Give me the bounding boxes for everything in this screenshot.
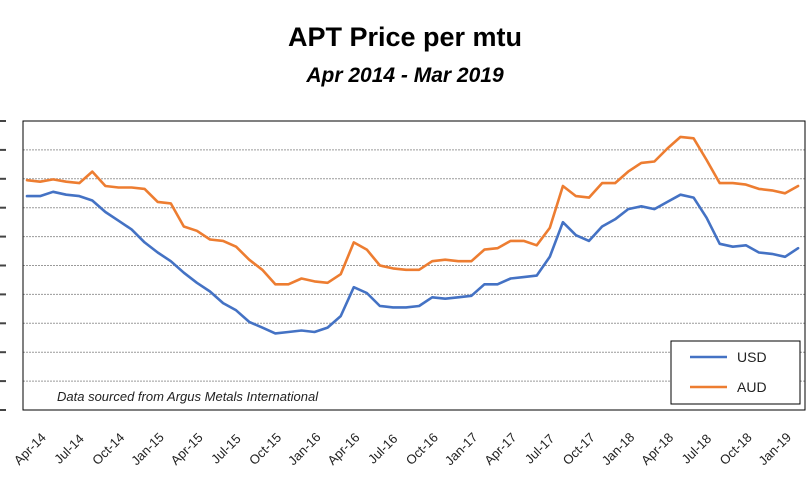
x-tick-label: Jul-17	[522, 431, 558, 467]
x-tick-label: Apr-14	[11, 430, 49, 468]
x-tick-label: Jan-17	[442, 429, 481, 468]
x-tick-label: Jan-19	[755, 429, 794, 468]
x-tick-label: Apr-16	[324, 430, 362, 468]
x-tick-label: Apr-18	[638, 430, 676, 468]
x-tick-label: Oct-18	[717, 430, 755, 468]
x-axis-tick-labels: Apr-14 Jul-14 Oct-14 Jan-15 Apr-15 Jul-15 Oct-…	[11, 429, 794, 468]
x-tick-label: Jul-15	[208, 431, 244, 467]
chart-subtitle: Apr 2014 - Mar 2019	[306, 64, 504, 87]
x-tick-label: Jan-15	[128, 429, 167, 468]
series-line-usd	[25, 190, 800, 335]
x-tick-label: Jul-18	[679, 431, 715, 467]
x-tick-label: Apr-15	[168, 430, 206, 468]
series-line-aud	[25, 135, 800, 286]
x-tick-label: Oct-16	[403, 430, 441, 468]
chart-title: APT Price per mtu	[287, 22, 523, 52]
x-tick-label: Oct-15	[246, 430, 284, 468]
x-tick-label: Jul-14	[51, 431, 87, 467]
legend-label-usd: USD	[737, 349, 767, 365]
plot-area-border	[22, 120, 806, 411]
source-annotation: Data sourced from Argus Metals Internati…	[57, 389, 319, 404]
y-axis-ticks	[0, 120, 6, 411]
series-lines	[25, 135, 800, 335]
x-tick-label: Jan-18	[599, 429, 638, 468]
x-tick-label: Jul-16	[365, 431, 401, 467]
x-tick-label: Oct-14	[89, 430, 127, 468]
x-tick-label: Jan-16	[285, 429, 324, 468]
legend-box	[670, 340, 801, 405]
legend-label-aud: AUD	[737, 379, 767, 395]
x-tick-label: Oct-17	[560, 430, 598, 468]
x-tick-label: Apr-17	[481, 430, 519, 468]
legend: USD AUD	[670, 340, 801, 405]
